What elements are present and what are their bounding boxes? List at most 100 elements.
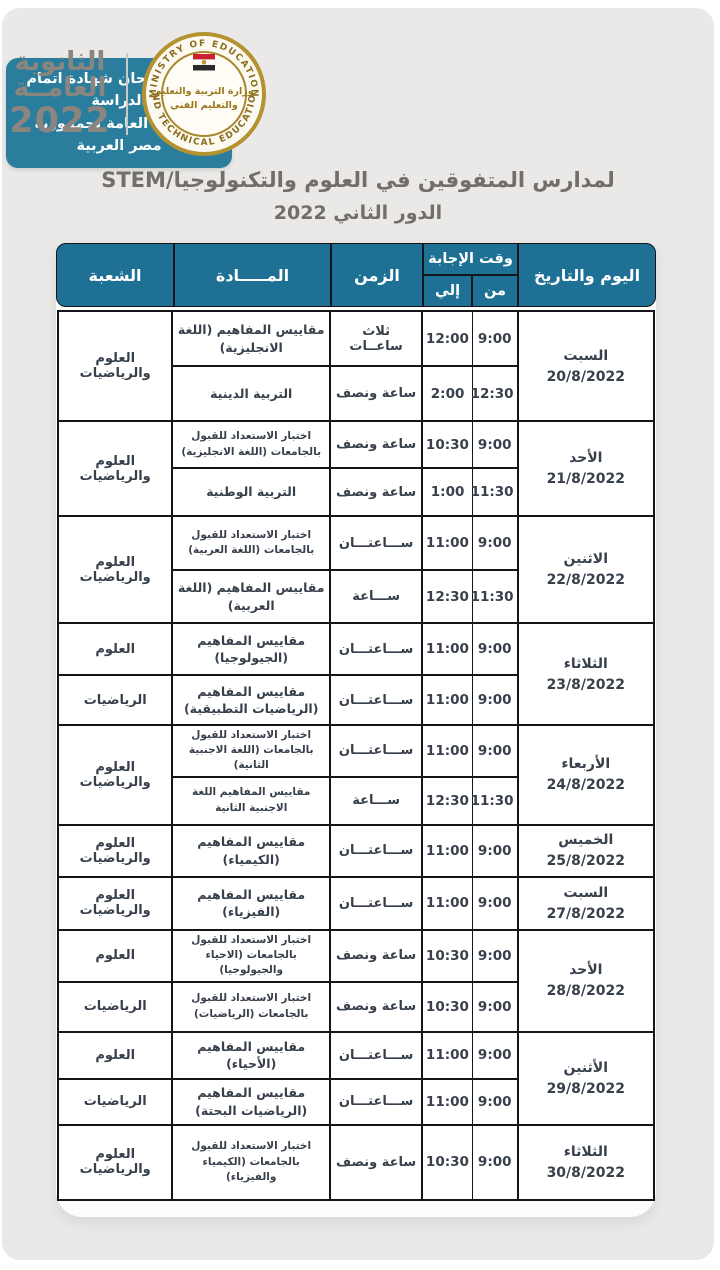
duration-cell: ساعة ونصف [328,420,424,469]
time-to-cell: 12:30 [421,775,473,826]
time-from-cell: 11:30 [471,467,519,517]
date-value: 23/8/2022 [546,676,625,693]
time-to-cell: 11:00 [421,1077,473,1126]
date-value: 28/8/2022 [546,983,625,1000]
time-to-cell: 12:00 [421,310,473,367]
day-name: الثلاثاء [563,1143,608,1160]
duration-cell: ســـاعة [328,569,424,624]
table-row: 11:30 1:00 ساعة ونصف التربية الوطنية [58,467,654,517]
seal-arabic-line-1: وزارة التربية والتعليم [154,86,253,97]
table-row: 9:00 10:30 ساعة ونصف اختبار الاستعداد للقبو… [56,980,654,1033]
subject-cell: مقاييس المفاهيم (الأحياء) [171,1030,331,1080]
table-row: 12:30 2:00 ساعة ونصف التربية الدينية [58,365,654,422]
time-from-cell: 11:30 [471,775,519,826]
day-name: الأحد [569,450,603,466]
branch-cell: العلوم والرياضيات [56,310,174,422]
table-row: الاثنين 22/8/2022 9:00 11:00 ســـاعتـــان اخت… [56,515,656,624]
table-header-row: اليوم والتاريخ وقت الإجابة من إلي الزمن … [56,243,656,307]
time-to-cell: 11:00 [421,875,473,931]
table-row: 11:30 12:30 ســـاعة مقاييس المفاهيم (اللغة … [58,569,654,624]
subject-cell: اختبار الاستعداد للقبول بالجامعات (اللغة… [171,724,331,778]
branch-cell: العلوم والرياضيات [56,1123,174,1201]
page-title-line-1: لمدارس المتفوقين في العلوم والتكنولوجيا/… [101,168,615,192]
day-name: الخميس [558,832,614,849]
duration-cell: ساعة ونصف [328,1123,424,1201]
branch-cell: العلوم [56,928,174,983]
column-header-branch: الشعبة [57,244,175,306]
date-value: 20/8/2022 [546,368,625,385]
subject-cell: مقاييس المفاهيم (الرياضيات التطبيقية) [171,674,331,726]
time-from-cell: 9:00 [471,875,519,931]
schedule-card: اليوم والتاريخ وقت الإجابة من إلي الزمن … [56,243,656,1217]
subject-cell: مقاييس المفاهيم (اللغة الانجليزية) [171,310,331,367]
table-row: 9:00 11:00 ســـاعتـــان مقاييس المفاهيم (ال… [56,674,654,726]
duration-cell: ســـاعتـــان [328,724,424,778]
page-background-panel: جدول امتحان شهادة اتمام الدراسة الثانوية… [2,8,714,1260]
subject-cell: مقاييس المفاهيم (الرياضيات البحتة) [171,1077,331,1126]
subject-cell: اختبار الاستعداد للقبول بالجامعات (الاحي… [171,928,331,983]
duration-cell: ســـاعتـــان [328,1077,424,1126]
vertical-divider [126,53,128,135]
subject-cell: مقاييس المفاهيم (اللغة العربية) [171,569,331,624]
table-row: الخميس 25/8/2022 9:00 11:00 ســـاعتـــان مقاي… [56,823,656,878]
time-to-cell: 10:30 [421,420,473,469]
subject-cell: مقاييس المفاهيم (الكيمياء) [171,823,331,878]
duration-cell: ســـاعتـــان [328,823,424,878]
subject-cell: اختبار الاستعداد للقبول بالجامعات (اللغة… [171,515,331,571]
time-from-cell: 9:00 [471,1123,519,1201]
table-row: السبت 20/8/2022 9:00 12:00 ثلاث ساعــات مقايي… [56,310,656,422]
day-name: الأحد [569,962,603,979]
day-name: السبت [563,347,609,364]
time-from-cell: 9:00 [471,674,519,726]
time-from-cell: 9:00 [471,928,519,983]
table-row: الأحد 28/8/2022 9:00 10:30 ساعة ونصف اختبار ا… [56,928,656,1033]
table-row: الأربعاء 24/8/2022 9:00 11:00 ســـاعتـــان اخ… [56,724,656,826]
branch-cell: العلوم والرياضيات [56,875,174,931]
time-to-cell: 11:00 [421,674,473,726]
date-value: 25/8/2022 [546,853,625,870]
day-name: الاثنين [563,551,609,567]
date-cell: الثلاثاء 23/8/2022 [516,622,656,726]
subject-cell: مقاييس المفاهيم (الجيولوجيا) [171,622,331,676]
date-cell: الخميس 25/8/2022 [516,823,656,878]
page-title: لمدارس المتفوقين في العلوم والتكنولوجيا/… [2,168,714,224]
subject-cell: اختبار الاستعداد للقبول بالجامعات (الريا… [171,980,331,1033]
duration-cell: ثلاث ساعــات [328,310,424,367]
subject-cell: التربية الوطنية [171,467,331,517]
date-value: 29/8/2022 [546,1080,625,1097]
subject-cell: اختبار الاستعداد للقبول بالجامعات (الكيم… [171,1123,331,1201]
exam-schedule-table: السبت 20/8/2022 9:00 12:00 ثلاث ساعــات مقايي… [56,310,656,1201]
table-row: 11:30 12:30 ســـاعة مقاييس المفاهيم اللغة ا… [58,775,654,826]
column-header-subject: المـــــادة [175,244,332,306]
egypt-flag-icon [192,54,216,71]
time-from-cell: 9:00 [471,420,519,469]
table-row: الأثنين 29/8/2022 9:00 11:00 ســـاعتـــان مقا… [56,1030,656,1126]
column-header-to: إلي [424,276,473,306]
time-from-cell: 11:30 [471,569,519,624]
branch-cell: العلوم [56,1030,174,1080]
branch-cell: العلوم والرياضيات [56,823,174,878]
date-cell: السبت 27/8/2022 [516,875,656,931]
column-header-day-date: اليوم والتاريخ [533,265,641,285]
time-to-cell: 10:30 [421,980,473,1033]
time-to-cell: 11:00 [421,724,473,778]
logos-block: الثانوية العامــة 2022 MINISTRY OF EDUCA… [6,30,268,158]
branch-cell: العلوم [56,622,174,676]
day-name: السبت [563,884,609,901]
time-to-cell: 1:00 [421,467,473,517]
time-from-cell: 9:00 [471,622,519,676]
duration-cell: ساعة ونصف [328,928,424,983]
logo-word-2: العامــة [13,73,107,104]
time-to-cell: 10:30 [421,1123,473,1201]
time-from-cell: 9:00 [471,724,519,778]
logo-year: 2022 [9,100,111,141]
time-from-cell: 9:00 [471,1030,519,1080]
answer-time-label: وقت الإجابة [428,251,513,267]
duration-cell: ســـاعتـــان [328,515,424,571]
branch-cell: العلوم والرياضيات [56,515,174,624]
duration-cell: ســـاعة [328,775,424,826]
logo-word-1: الثانوية [14,46,106,77]
date-cell: الأحد 28/8/2022 [516,928,656,1033]
table-row: الثلاثاء 30/8/2022 9:00 10:30 ساعة ونصف اختبا… [56,1123,656,1201]
